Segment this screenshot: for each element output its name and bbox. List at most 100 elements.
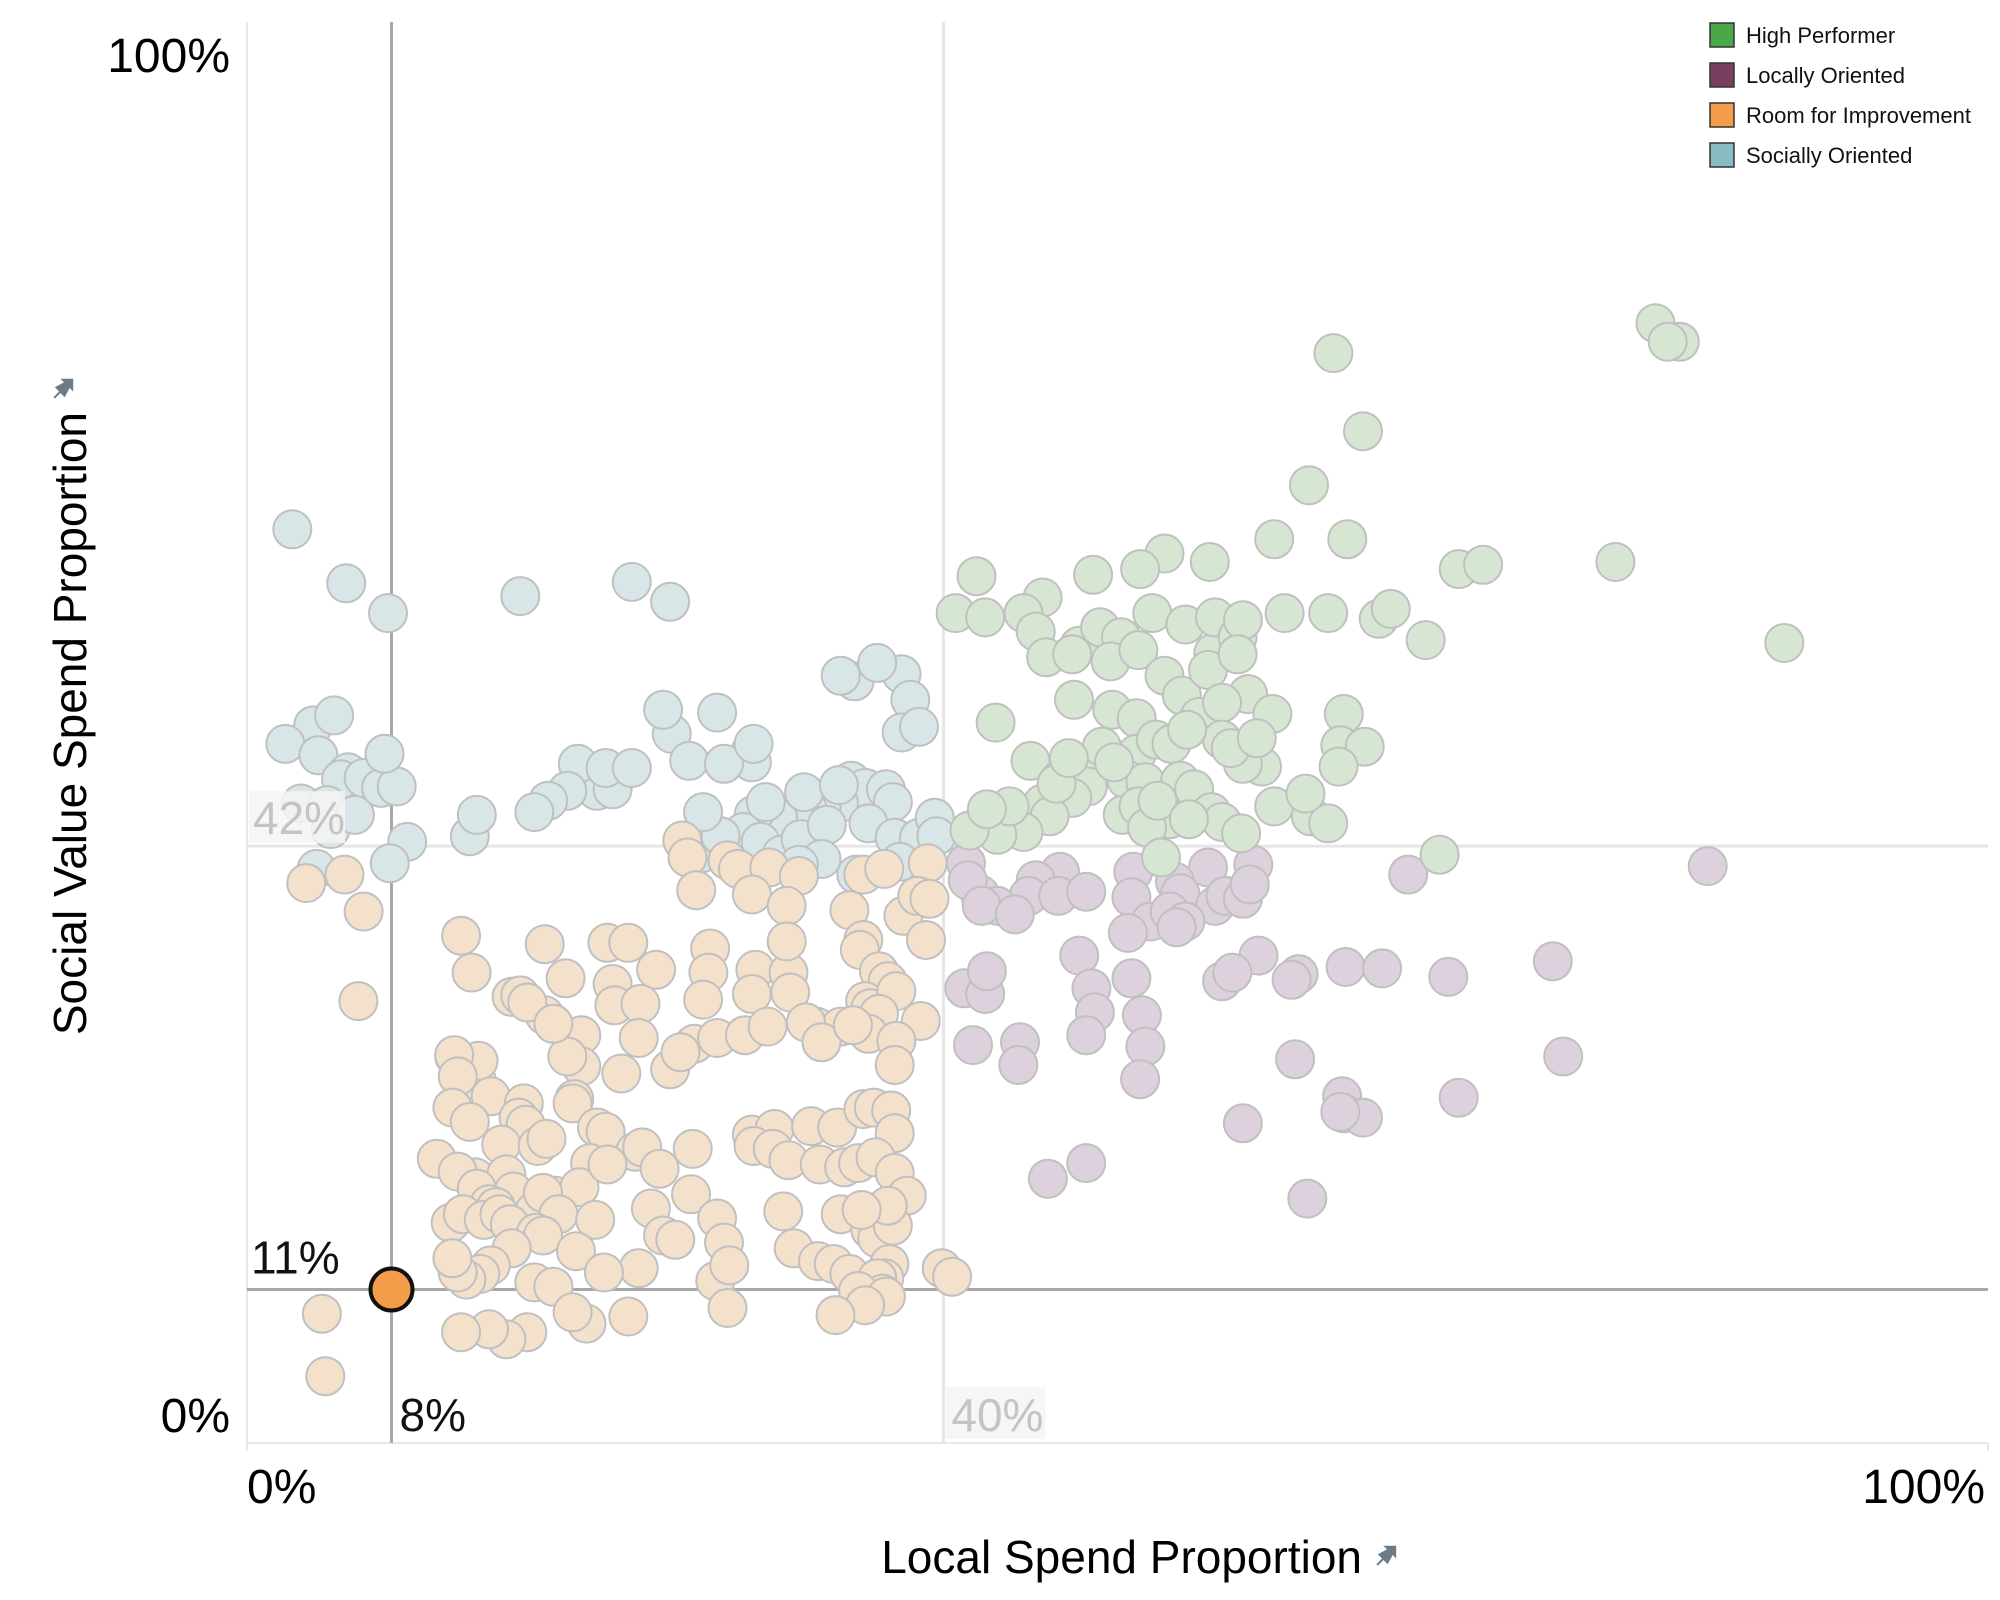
data-point bbox=[697, 692, 738, 733]
data-point bbox=[533, 1003, 574, 1044]
average-y-label-bg bbox=[249, 791, 345, 844]
average-y-label: 42% bbox=[253, 792, 345, 844]
pin-icon[interactable] bbox=[1371, 1539, 1403, 1571]
data-point bbox=[611, 561, 652, 602]
data-point bbox=[966, 789, 1007, 830]
data-point bbox=[801, 1022, 842, 1063]
data-point bbox=[763, 1191, 804, 1232]
data-point bbox=[1543, 1036, 1584, 1077]
data-point bbox=[832, 1005, 873, 1046]
data-point bbox=[1107, 912, 1148, 953]
data-point bbox=[324, 854, 365, 895]
data-point bbox=[305, 1356, 346, 1397]
data-point bbox=[1405, 620, 1446, 661]
data-point bbox=[1289, 465, 1329, 506]
data-point bbox=[1212, 952, 1253, 993]
data-point bbox=[1111, 958, 1152, 999]
y-axis-title: Social Value Spend Proportion bbox=[44, 412, 96, 1035]
data-point bbox=[368, 593, 408, 634]
data-point bbox=[1156, 907, 1197, 948]
data-point bbox=[507, 982, 548, 1023]
data-point bbox=[286, 863, 327, 904]
data-point bbox=[747, 1006, 788, 1047]
data-point bbox=[766, 885, 807, 926]
data-point bbox=[1275, 1039, 1316, 1080]
data-point bbox=[841, 1190, 882, 1230]
data-point bbox=[975, 702, 1016, 743]
data-point bbox=[1137, 780, 1178, 821]
data-point bbox=[704, 743, 744, 784]
data-point bbox=[1189, 542, 1230, 582]
data-point bbox=[784, 772, 825, 813]
pin-icon[interactable] bbox=[48, 372, 80, 404]
data-point bbox=[1221, 813, 1262, 854]
data-point bbox=[818, 765, 859, 806]
data-point bbox=[820, 655, 861, 696]
reference-labels: 42% 40% 11% 8% bbox=[249, 791, 1046, 1441]
data-point bbox=[961, 885, 1002, 926]
data-point bbox=[1254, 519, 1295, 560]
data-point bbox=[608, 1296, 649, 1337]
data-point bbox=[906, 920, 946, 960]
average-x-label-bg bbox=[945, 1387, 1046, 1439]
data-point bbox=[857, 642, 898, 683]
legend-item: High Performer bbox=[1709, 22, 1895, 48]
data-point bbox=[1202, 682, 1242, 723]
data-point bbox=[1419, 834, 1460, 875]
data-point bbox=[953, 1025, 993, 1066]
data-point bbox=[672, 1128, 713, 1169]
data-point bbox=[643, 689, 684, 730]
data-point bbox=[608, 922, 649, 963]
data-point bbox=[1532, 941, 1573, 982]
data-point bbox=[1217, 634, 1258, 675]
legend-item: Room for Improvement bbox=[1709, 102, 1971, 128]
data-point bbox=[369, 843, 410, 884]
data-point bbox=[1308, 593, 1349, 634]
data-point bbox=[655, 1219, 696, 1260]
data-point bbox=[806, 804, 847, 845]
data-point bbox=[1222, 1103, 1263, 1144]
data-point bbox=[441, 1312, 482, 1353]
data-point bbox=[669, 740, 710, 781]
data-point bbox=[660, 1032, 701, 1073]
data-point bbox=[1066, 871, 1107, 912]
x-axis-title: Local Spend Proportion bbox=[881, 1531, 1362, 1583]
data-point bbox=[745, 782, 786, 823]
data-point bbox=[1388, 854, 1429, 895]
data-point bbox=[1318, 746, 1359, 787]
data-point bbox=[601, 1053, 642, 1094]
data-point bbox=[815, 1295, 856, 1336]
data-point bbox=[338, 981, 379, 1022]
average-x-label: 40% bbox=[951, 1389, 1043, 1441]
data-point bbox=[343, 891, 384, 932]
selected-data-point bbox=[368, 1266, 415, 1313]
data-point bbox=[1647, 321, 1688, 362]
data-point bbox=[272, 509, 313, 550]
data-point bbox=[636, 949, 677, 990]
pin-shape bbox=[53, 378, 74, 399]
data-point bbox=[709, 1245, 750, 1286]
data-point bbox=[1073, 554, 1114, 595]
legend-swatch bbox=[1709, 62, 1735, 88]
data-point bbox=[545, 958, 586, 999]
data-point bbox=[583, 1252, 624, 1293]
axis-ticks: 100% 0% 0% 100% bbox=[107, 30, 1985, 1514]
data-point bbox=[1118, 630, 1159, 671]
pin-shape bbox=[1376, 1545, 1397, 1566]
data-point bbox=[1264, 593, 1305, 634]
data-point bbox=[456, 794, 497, 835]
legend-label: Socially Oriented bbox=[1746, 143, 1912, 168]
selected-x-label: 8% bbox=[400, 1389, 466, 1441]
data-point bbox=[966, 951, 1007, 992]
data-point bbox=[618, 1248, 659, 1289]
data-point bbox=[618, 1018, 659, 1058]
data-point bbox=[899, 706, 939, 747]
legend-label: High Performer bbox=[1746, 23, 1895, 48]
data-point bbox=[314, 695, 355, 736]
data-point bbox=[1313, 333, 1354, 374]
data-point bbox=[1066, 1143, 1107, 1184]
data-point bbox=[676, 870, 717, 911]
data-point bbox=[449, 1101, 490, 1142]
data-point bbox=[1325, 947, 1366, 987]
